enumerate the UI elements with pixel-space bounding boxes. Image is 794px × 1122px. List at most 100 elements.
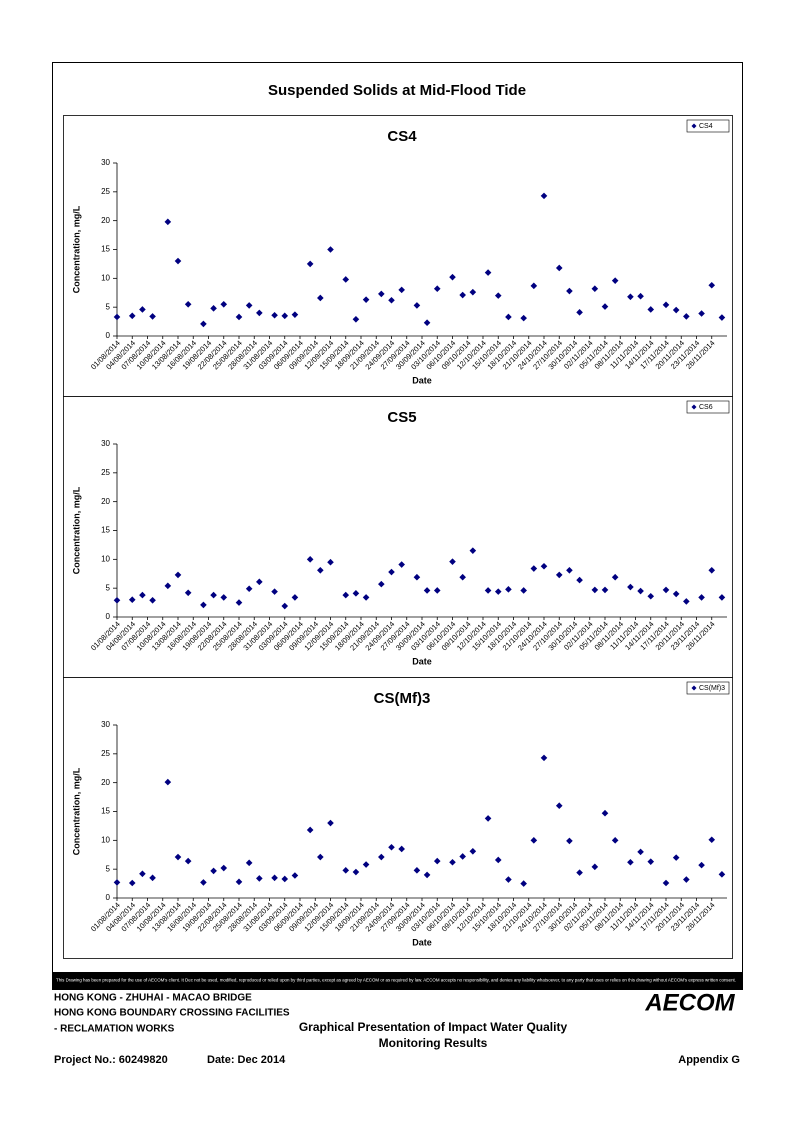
data-point: [128, 596, 136, 603]
data-point: [388, 296, 395, 304]
data-point: [352, 868, 360, 876]
data-point: [469, 547, 477, 554]
legend-box: [686, 119, 730, 133]
data-point: [256, 309, 263, 317]
legend-box: [686, 681, 730, 695]
data-point: [433, 285, 441, 293]
data-point: [647, 592, 655, 600]
data-point: [591, 586, 599, 594]
data-point: [271, 874, 278, 882]
data-point: [576, 309, 583, 316]
data-point: [352, 315, 360, 323]
data-point: [520, 314, 527, 322]
data-point: [647, 306, 655, 313]
data-point: [698, 861, 705, 869]
data-point: [281, 602, 289, 610]
data-point: [540, 192, 548, 200]
data-point: [484, 815, 492, 822]
data-point: [413, 302, 421, 309]
data-point: [576, 576, 583, 584]
data-point: [256, 578, 263, 586]
y-tick-label: 20: [101, 497, 110, 506]
data-point: [449, 273, 456, 281]
data-point: [317, 294, 324, 302]
data-point: [291, 311, 299, 318]
data-point: [576, 869, 583, 876]
data-point: [220, 594, 228, 601]
data-point: [540, 562, 548, 570]
data-point: [113, 313, 121, 321]
data-point: [647, 858, 655, 865]
chart-title: CS5: [387, 409, 416, 426]
y-tick-label: 5: [106, 583, 111, 592]
data-point: [245, 859, 253, 867]
data-point: [672, 306, 680, 314]
x-axis-label: Date: [412, 656, 432, 666]
data-point: [291, 594, 299, 601]
data-point: [245, 585, 253, 593]
data-point: [235, 878, 243, 886]
data-point: [698, 310, 705, 317]
y-tick-label: 0: [106, 893, 111, 902]
data-point: [566, 287, 573, 295]
data-point: [530, 282, 538, 290]
disclaimer: This Drawing has been prepared for the u…: [56, 978, 736, 983]
data-point: [327, 819, 334, 827]
project-no: Project No.: 60249820: [54, 1054, 168, 1066]
y-tick-label: 10: [101, 273, 110, 282]
data-point: [200, 879, 207, 886]
data-point: [388, 843, 395, 851]
data-point: [174, 571, 182, 579]
data-point: [306, 826, 314, 834]
data-point: [149, 313, 156, 320]
data-point: [362, 861, 370, 868]
data-point: [327, 246, 334, 253]
data-point: [306, 260, 314, 268]
data-point: [433, 587, 441, 594]
data-point: [505, 876, 512, 883]
data-point: [174, 257, 182, 265]
data-point: [235, 313, 243, 321]
data-point: [591, 863, 599, 871]
drawing-title: Graphical Presentation of Impact Water Q…: [299, 1020, 568, 1034]
data-point: [627, 858, 634, 866]
data-point: [683, 876, 690, 883]
data-point: [184, 857, 192, 865]
data-point: [591, 285, 599, 293]
chart-panel: [63, 396, 733, 678]
data-point: [423, 319, 431, 327]
data-point: [184, 589, 192, 597]
legend-label: CS(Mf)3: [699, 685, 725, 692]
data-point: [220, 864, 228, 872]
data-point: [388, 568, 395, 576]
data-point: [601, 303, 609, 310]
legend-marker: [691, 123, 697, 129]
legend-box: [686, 400, 730, 414]
y-tick-label: 25: [101, 749, 110, 758]
data-point: [662, 301, 670, 309]
data-point: [611, 837, 619, 844]
data-point: [317, 853, 324, 861]
data-point: [306, 556, 314, 563]
legend-label: CS4: [699, 123, 713, 130]
data-point: [184, 300, 192, 308]
y-tick-label: 15: [101, 245, 110, 254]
project-line: HONG KONG BOUNDARY CROSSING FACILITIES: [54, 1008, 290, 1019]
data-point: [566, 837, 573, 845]
data-point: [611, 277, 619, 284]
appendix: Appendix G: [678, 1054, 740, 1066]
data-point: [555, 802, 563, 810]
data-point: [210, 305, 217, 312]
data-point: [433, 857, 441, 865]
y-tick-label: 5: [106, 864, 111, 873]
data-point: [459, 853, 466, 860]
y-tick-label: 0: [106, 612, 111, 621]
y-tick-label: 20: [101, 778, 110, 787]
data-point: [398, 286, 405, 294]
data-point: [718, 314, 726, 321]
data-point: [672, 590, 680, 598]
data-point: [469, 847, 477, 855]
y-tick-label: 10: [101, 554, 110, 563]
data-point: [459, 573, 466, 581]
data-point: [637, 292, 644, 300]
